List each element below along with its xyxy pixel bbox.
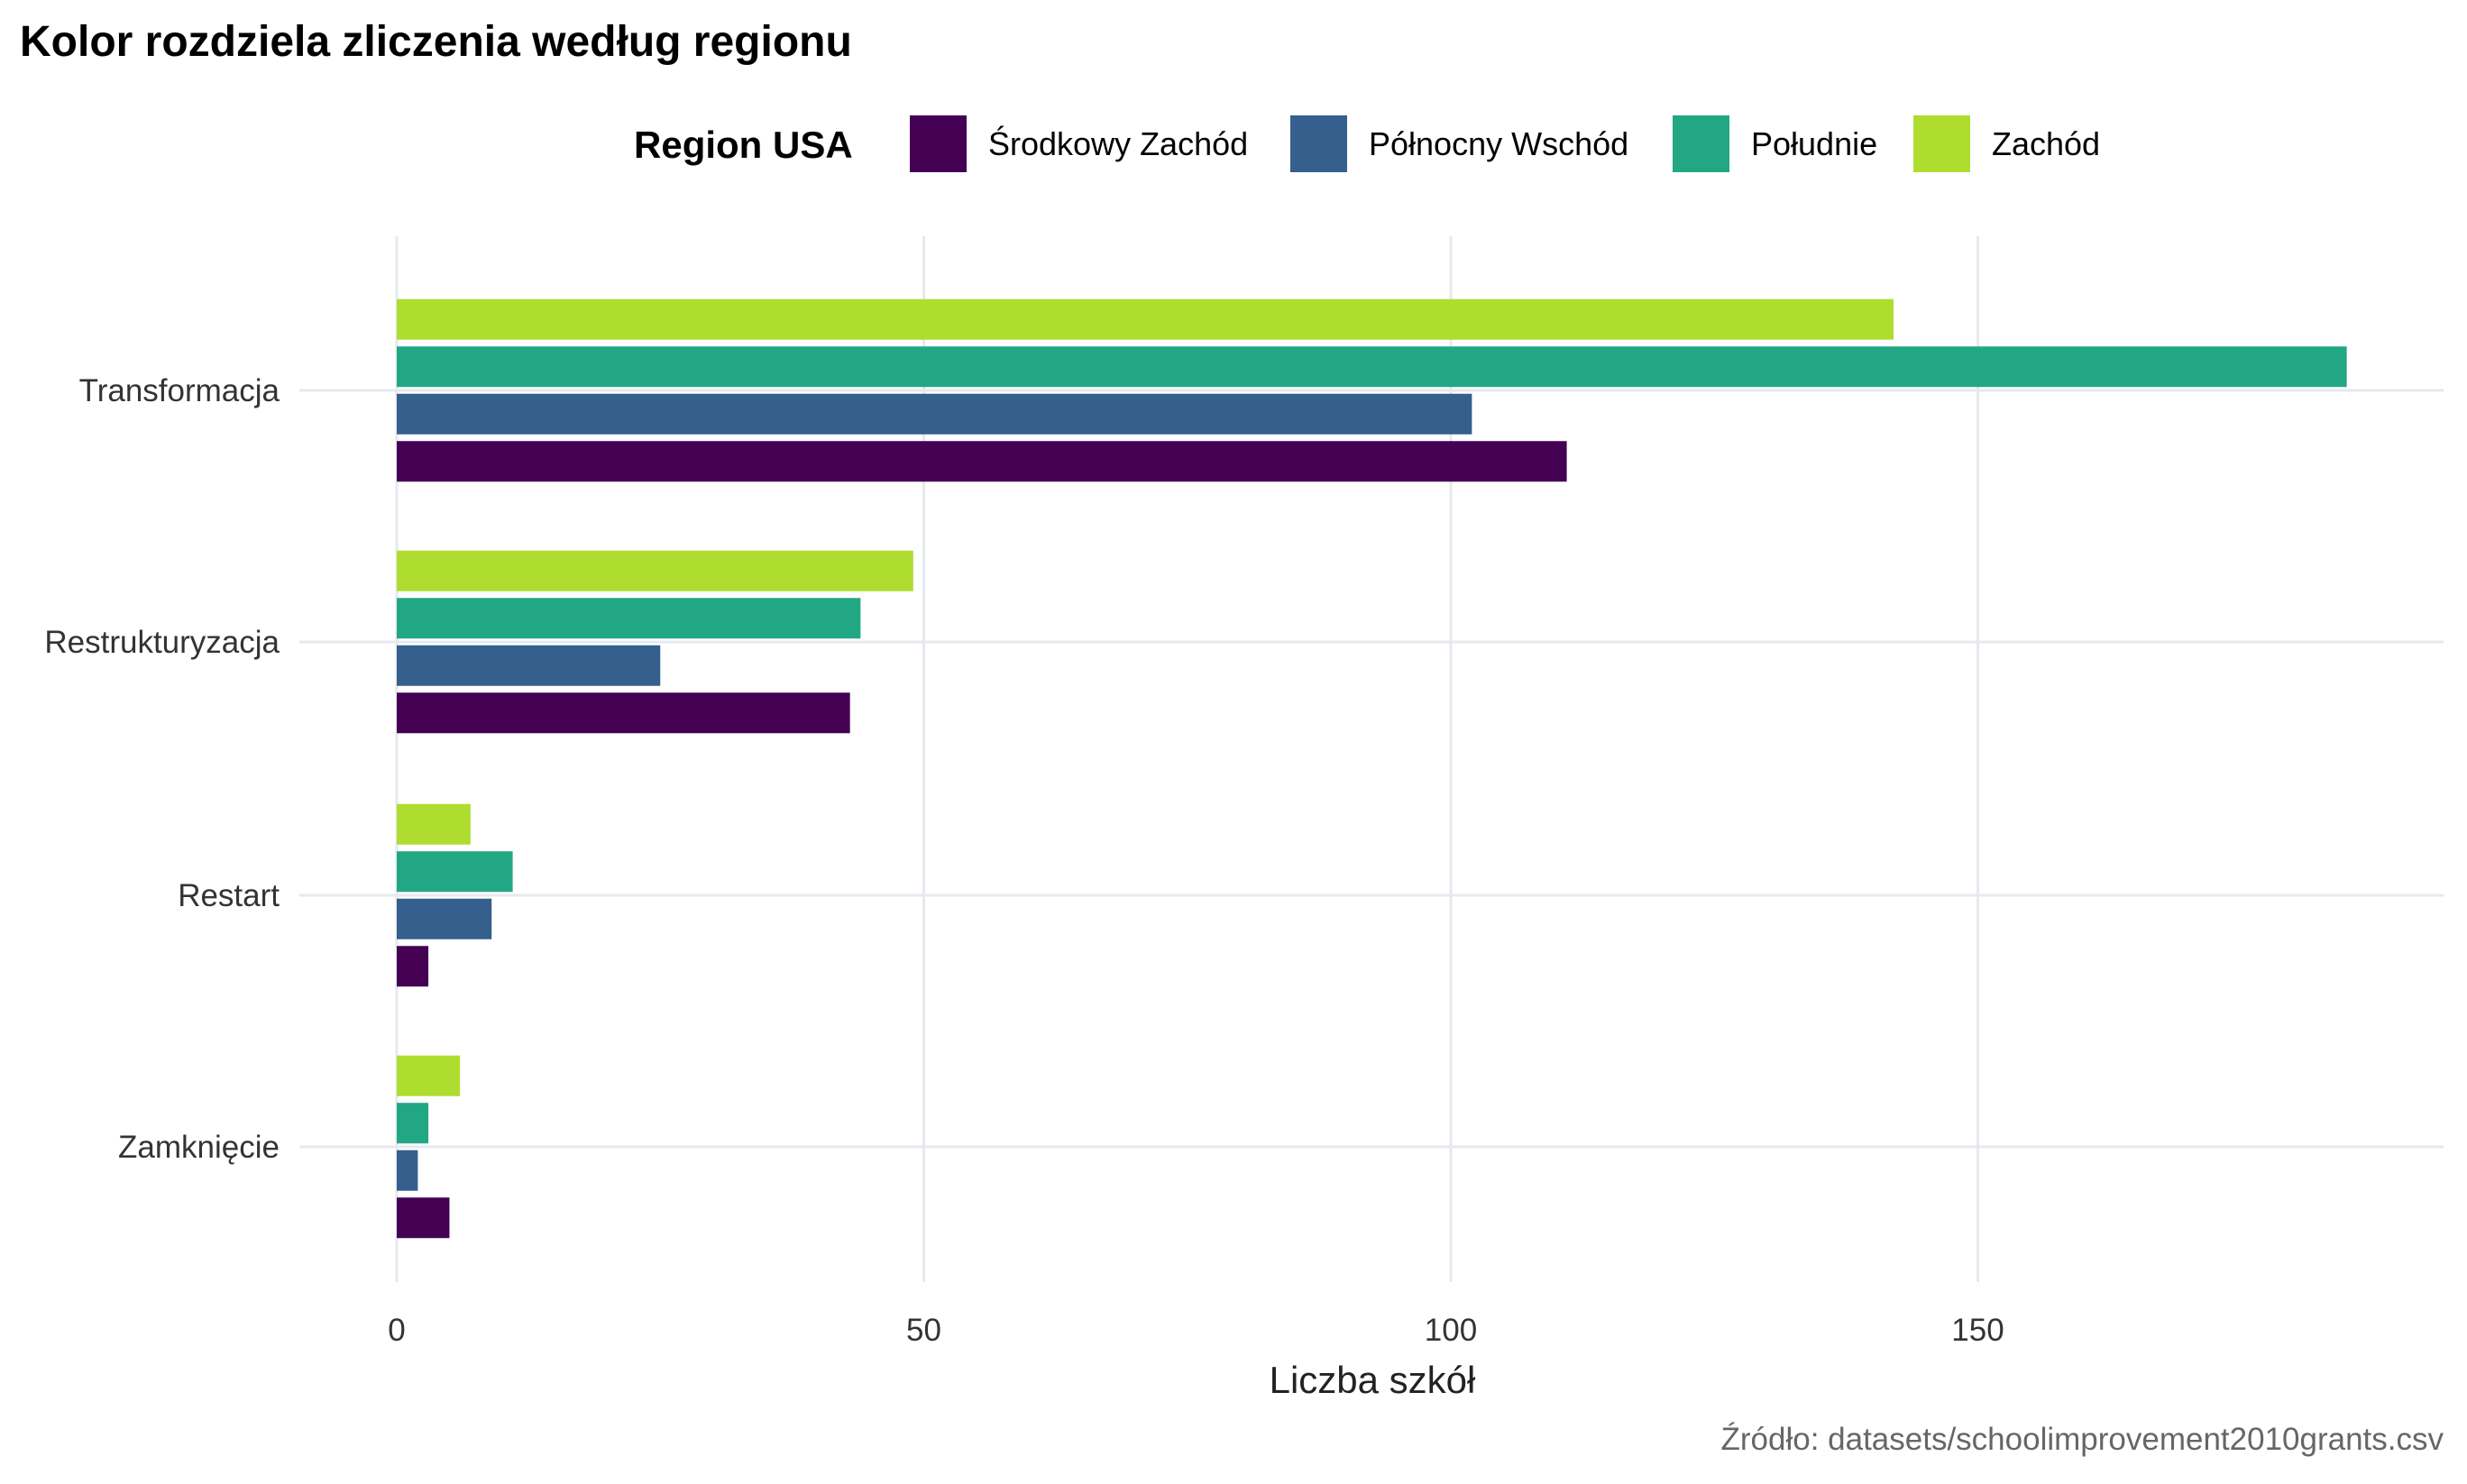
bar [397,1103,429,1144]
legend-swatch [1673,115,1729,172]
legend-label: Środkowy Zachód [988,124,1248,162]
x-tick-label: 50 [906,1313,941,1348]
x-axis-title: Liczba szkół [1270,1359,1476,1401]
bar [397,598,861,639]
legend-label: Zachód [1992,125,2100,162]
y-axis: Transformacja Restrukturyzacja Restart Zamk… [44,373,280,1165]
bar [397,1197,450,1239]
x-axis: 0 50 100 150 [388,1313,2004,1348]
bars [397,298,2347,1239]
bar [397,692,850,734]
x-tick-label: 150 [1951,1313,2004,1348]
legend-swatch [1290,115,1347,172]
chart-title: Kolor rozdziela zliczenia według regionu [20,18,852,66]
legend-swatch [1913,115,1970,172]
bar [397,803,471,845]
bar [397,946,429,987]
x-tick-label: 100 [1425,1313,1477,1348]
bar [397,851,513,893]
x-tick-label: 0 [388,1313,405,1348]
legend-label: Południe [1751,125,1877,162]
legend-label: Północny Wschód [1369,125,1628,162]
caption: Źródło: datasets/schoolimprovement2010gr… [1720,1422,2444,1457]
y-tick-label: Restrukturyzacja [44,625,280,660]
y-tick-label: Transformacja [79,373,280,408]
y-tick-label: Zamknięcie [118,1130,280,1165]
bar [397,645,661,686]
bar [397,441,1567,482]
bar [397,898,492,939]
bar [397,298,1894,340]
bar [397,393,1472,435]
legend-title: Region USA [634,124,853,166]
legend-swatch [910,115,967,172]
gridlines [299,236,2444,1282]
y-tick-label: Restart [178,878,280,913]
bar [397,1150,418,1191]
bar [397,346,2347,388]
bar [397,550,913,591]
legend: Region USA Środkowy Zachód Północny Wschó… [634,115,2100,172]
bar [397,1055,461,1096]
